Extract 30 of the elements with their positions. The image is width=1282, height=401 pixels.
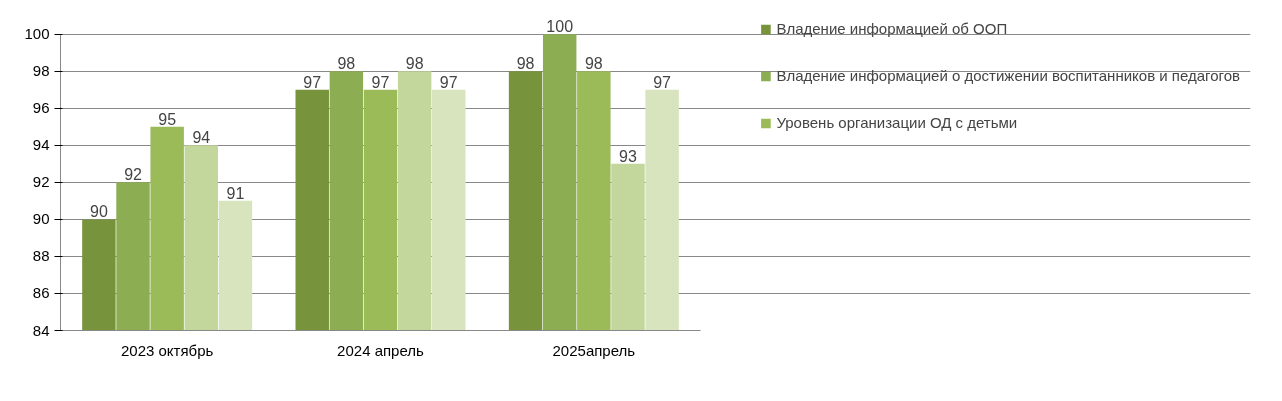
data-label: 98 [516, 55, 535, 73]
data-label: 95 [158, 110, 177, 128]
y-tick-label: 96 [32, 99, 50, 117]
y-tick-label: 84 [32, 321, 50, 339]
x-tick-label: 2023 октябрь [120, 341, 214, 359]
x-tick-label: 2024 апрель [337, 341, 425, 359]
data-label: 97 [303, 73, 322, 91]
data-label: 92 [124, 166, 143, 184]
data-label: 98 [337, 55, 356, 73]
y-tick-label: 88 [32, 247, 50, 265]
data-label: 100 [546, 18, 574, 36]
data-label: 97 [439, 73, 458, 91]
x-tick-label: 2025апрель [552, 341, 636, 359]
data-label: 90 [90, 203, 108, 221]
legend-label: Владение информацией о достижении воспитанников и педагогов [776, 67, 1240, 84]
data-label: 98 [405, 55, 424, 73]
legend-label: Уровень организации ОД с детьми [776, 114, 1018, 131]
y-tick-label: 98 [32, 62, 50, 80]
y-tick-label: 86 [32, 284, 50, 302]
y-tick-label: 92 [32, 173, 50, 191]
legend-label: Владение информацией об ООП [776, 20, 1008, 37]
data-label: 98 [584, 55, 603, 73]
data-label: 91 [226, 184, 245, 202]
data-label: 93 [619, 147, 637, 165]
y-tick-label: 94 [32, 136, 50, 154]
data-label: 97 [653, 73, 672, 91]
y-tick-label: 90 [32, 210, 50, 228]
data-label: 94 [192, 129, 211, 147]
data-label: 97 [371, 73, 390, 91]
y-tick-label: 100 [24, 25, 50, 43]
